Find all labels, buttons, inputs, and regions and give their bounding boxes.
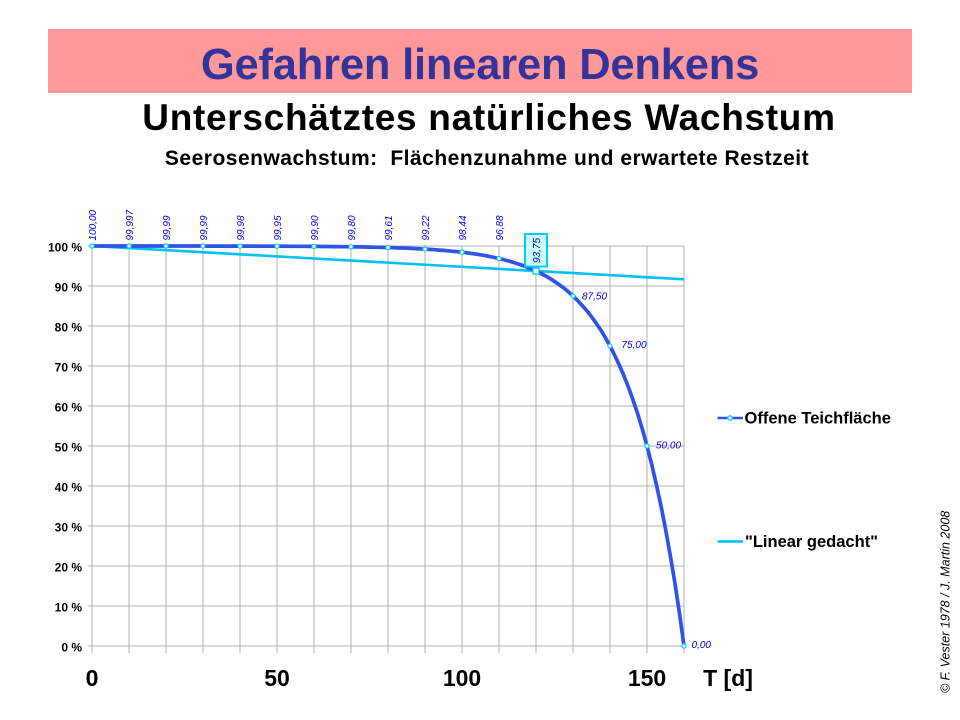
svg-text:99,80: 99,80	[347, 215, 358, 240]
svg-text:0 %: 0 %	[61, 640, 82, 654]
svg-text:98,44: 98,44	[458, 215, 469, 240]
svg-text:Offene Teichfläche: Offene Teichfläche	[745, 410, 891, 428]
svg-text:"Linear gedacht": "Linear gedacht"	[745, 533, 878, 551]
svg-text:87,50: 87,50	[582, 292, 607, 303]
svg-text:100,00: 100,00	[88, 209, 99, 240]
svg-text:75,00: 75,00	[622, 340, 647, 351]
svg-text:50,00: 50,00	[656, 441, 681, 452]
svg-text:99,99: 99,99	[162, 215, 173, 240]
svg-text:10 %: 10 %	[55, 600, 83, 614]
svg-text:0,00: 0,00	[692, 640, 712, 651]
svg-text:© F. Vester 1978 / J. Martin 2: © F. Vester 1978 / J. Martin 2008	[939, 511, 953, 693]
svg-text:70 %: 70 %	[55, 360, 83, 374]
svg-text:100 %: 100 %	[48, 240, 82, 254]
svg-text:90 %: 90 %	[55, 280, 83, 294]
svg-text:99,22: 99,22	[421, 215, 432, 240]
svg-text:40 %: 40 %	[55, 480, 83, 494]
svg-text:100: 100	[443, 665, 481, 691]
svg-text:99,997: 99,997	[125, 209, 136, 240]
svg-text:20 %: 20 %	[55, 560, 83, 574]
svg-text:150: 150	[628, 665, 666, 691]
svg-text:99,61: 99,61	[384, 215, 395, 240]
svg-text:50 %: 50 %	[55, 440, 83, 454]
svg-text:60 %: 60 %	[55, 400, 83, 414]
svg-text:0: 0	[86, 665, 99, 691]
svg-text:96,88: 96,88	[495, 215, 506, 240]
svg-text:93,75: 93,75	[532, 238, 543, 263]
svg-text:99,95: 99,95	[273, 215, 284, 240]
svg-text:30 %: 30 %	[55, 520, 83, 534]
svg-text:99,99: 99,99	[199, 215, 210, 240]
svg-text:99,90: 99,90	[310, 215, 321, 240]
svg-text:50: 50	[264, 665, 290, 691]
svg-text:T [d]: T [d]	[703, 665, 753, 691]
svg-text:80 %: 80 %	[55, 320, 83, 334]
svg-text:99,98: 99,98	[236, 215, 247, 240]
